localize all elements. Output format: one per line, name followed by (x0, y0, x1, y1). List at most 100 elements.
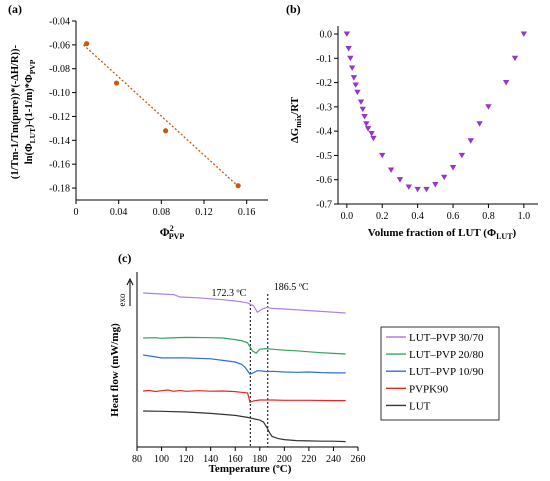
panel-b-y-tick-label: -0.2 (316, 78, 332, 89)
panel-b-points (343, 31, 528, 193)
panel-a-x-label: Φ2 PVP (160, 224, 185, 241)
panel-a-y-tick-label: -0.18 (49, 184, 70, 195)
panel-b-y-label: ΔGmix/RT (289, 96, 303, 143)
panel-b-data-point (361, 114, 368, 120)
panel-b-data-point (359, 106, 366, 113)
panel-c: (c) Heat flow (mW/mg) exo 80 100 120 140 160… (109, 251, 500, 475)
panel-b-y-tick-label: -0.4 (316, 127, 332, 138)
panel-b-data-point (379, 152, 386, 159)
panel-c-y-label: Heat flow (mW/mg) (109, 323, 121, 417)
panel-c-label: (c) (118, 251, 131, 265)
panel-b-data-point (364, 126, 372, 132)
panel-b-data-point (387, 167, 395, 173)
panel-b-x-tick-label: 0.2 (376, 211, 389, 222)
svg-text:ΔGmix/RT: ΔGmix/RT (289, 96, 303, 143)
panel-b-data-point (449, 165, 457, 171)
panel-a-data-point (113, 80, 120, 86)
panel-a-x-tick-label: 0.16 (238, 207, 256, 218)
exo-indicator: exo (117, 277, 134, 307)
panel-c-legend: LUT–PVP 30/70 LUT–PVP 20/80 LUT–PVP 10/90 P… (380, 326, 500, 421)
panel-b-data-point (440, 174, 448, 181)
legend-label: LUT–PVP 20/80 (409, 349, 484, 361)
panel-a-ticks: 0 0.04 0.08 0.12 0.16 -0.04 -0.06 -0.08 -0.10 -0.… (49, 17, 255, 219)
exo-arrow-head-icon (126, 277, 134, 286)
panel-c-ticks: 80 100 120 140 160 180 200 220 240 260 (132, 447, 366, 465)
panel-a-y-tick-label: -0.06 (49, 40, 70, 51)
panel-a-y-tick-label: -0.16 (49, 160, 70, 171)
panel-c-transition-lines: 172.3 ºC 186.5 ºC (212, 282, 309, 447)
panel-b-y-tick-label: -0.7 (316, 200, 332, 211)
panel-b-data-point (511, 55, 519, 62)
panel-c-x-tick-label: 140 (203, 454, 218, 465)
panel-c-series-line (143, 336, 346, 355)
legend-label: PVPK90 (409, 383, 449, 395)
panel-b-y-tick-label: -0.5 (316, 151, 332, 162)
panel-c-x-label: Temperature (ºC) (209, 463, 292, 475)
panel-a-trend-line (83, 44, 239, 187)
panel-a-y-label-2: ln(ΦLUT)-(1-1/m)*ΦPVP (24, 59, 37, 164)
legend-label: LUT–PVP 10/90 (409, 366, 484, 378)
panel-b-data-point (363, 121, 370, 127)
panel-b-y-tick-label: -0.6 (316, 175, 332, 186)
panel-a-y-label-line2: ln(ΦLUT)-(1-1/m)*ΦPVP (24, 59, 37, 164)
panel-b-data-point (357, 99, 365, 105)
panel-c-x-tick-label: 260 (351, 454, 366, 465)
panel-b-data-point (423, 186, 430, 193)
panel-c-series-line (143, 354, 346, 375)
panel-c-x-tick-label: 100 (154, 454, 169, 465)
panel-b-x-tick-label: 1.0 (518, 211, 531, 222)
exo-label: exo (117, 293, 127, 306)
panel-b-ticks: 0.0 0.2 0.4 0.6 0.8 1.0 0.0 -0.1 -0.2 -0.3 -0.4 -0.… (316, 30, 530, 223)
panel-b-x-label: Volume fraction of LUT (ΦLUT) (368, 227, 517, 241)
panel-b-data-point (370, 135, 377, 142)
panel-a-data-point (163, 128, 169, 134)
panel-a-x-tick-label: 0.12 (195, 207, 213, 218)
panel-b-data-point (485, 104, 492, 110)
panel-a-y-tick-label: -0.10 (49, 88, 70, 99)
panel-a-label: (a) (8, 2, 22, 16)
panel-b-data-point (348, 65, 356, 71)
panel-a: (a) (1/Tm-1/Tm(pure))*(-ΔH/R))- ln(ΦLUT)… (8, 2, 268, 241)
panel-c-x-tick-label: 160 (228, 454, 243, 465)
panel-b-data-point (343, 31, 351, 37)
panel-a-x-tick-label: 0.04 (110, 207, 128, 218)
panel-a-y-label-line1: (1/Tm-1/Tm(pure))*(-ΔH/R))- (10, 44, 21, 179)
panel-b-y-tick-label: -0.1 (316, 54, 332, 65)
panel-b-data-point (432, 182, 439, 188)
panel-b-x-tick-label: 0.0 (341, 211, 354, 222)
panel-a-points (84, 41, 241, 189)
panel-a-y-tick-label: -0.14 (49, 136, 70, 147)
panel-b-y-tick-label: 0.0 (320, 30, 333, 41)
panel-b-data-point (414, 186, 421, 193)
panel-c-series-line (143, 410, 346, 443)
panel-a-y-tick-label: -0.12 (49, 112, 70, 123)
panel-c-curves (143, 292, 346, 443)
panel-b-data-point (368, 131, 375, 137)
panel-c-axes (136, 272, 358, 448)
svg-text:Heat flow (mW/mg): Heat flow (mW/mg) (109, 323, 121, 417)
legend-label: LUT (409, 400, 431, 412)
panel-b-x-tick-label: 0.4 (411, 211, 424, 222)
panel-b-data-point (354, 89, 361, 96)
panel-b-x-tick-label: 0.8 (482, 211, 495, 222)
panel-a-axes (75, 21, 268, 201)
panel-c-x-tick-label: 200 (277, 454, 292, 465)
panel-a-x-tick-label: 0 (74, 207, 79, 218)
panel-a-y-tick-label: -0.04 (49, 17, 70, 28)
panel-b-data-point (405, 184, 412, 190)
panel-b-data-point (396, 177, 404, 183)
panel-b-data-point (476, 121, 483, 127)
panel-b-data-point (458, 152, 466, 159)
legend-box (380, 326, 500, 421)
panel-b: (b) ΔGmix/RT 0.0 0.2 0.4 0.6 0.8 1.0 0.0 -0.1 -0… (286, 2, 538, 241)
panel-a-y-label: (1/Tm-1/Tm(pure))*(-ΔH/R))- (10, 44, 21, 179)
panel-a-y-tick-label: -0.08 (49, 64, 70, 75)
panel-b-y-tick-label: -0.3 (316, 102, 332, 113)
panel-c-x-tick-label: 80 (132, 454, 142, 465)
panel-a-data-point (84, 41, 90, 47)
panel-b-data-point (467, 138, 474, 144)
panel-a-data-point (235, 183, 241, 189)
panel-c-x-tick-label: 180 (252, 454, 267, 465)
panel-a-x-tick-label: 0.08 (153, 207, 171, 218)
